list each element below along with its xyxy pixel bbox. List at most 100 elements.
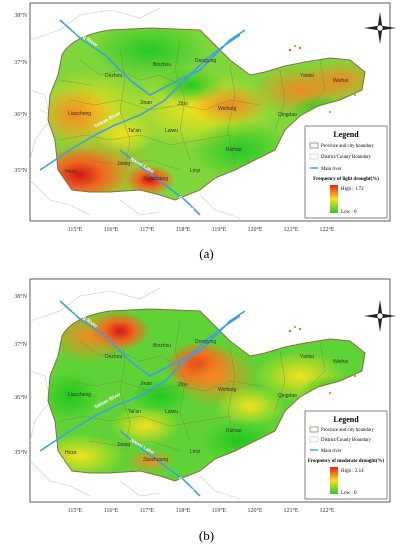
river-canal-b (119, 430, 201, 497)
city-label: Zibo (178, 382, 188, 388)
lon-tick: 119°E (212, 226, 227, 233)
river-yellow-b (39, 315, 241, 452)
legend-item: Main river (321, 449, 342, 454)
lat-ticks-b: 38°N 37°N 36°N 35°N (14, 293, 27, 456)
city-label: Laiwu (165, 128, 178, 134)
lon-ticks-b: 115°E 116°E 117°E 118°E 119°E 120°E 121°… (68, 507, 335, 514)
city-label: Heze (65, 450, 77, 456)
legend-title: Legend (333, 130, 359, 139)
legend-a: Legend Province and city boundary Distri… (304, 125, 388, 219)
city-label: Binzhou (153, 62, 171, 68)
legend-high: High : 1.72 (341, 187, 364, 192)
city-label: Liaocheng (68, 111, 91, 117)
lon-tick: 116°E (104, 226, 119, 233)
legend-swatch-province (309, 142, 319, 149)
lat-tick: 35°N (14, 167, 27, 174)
city-label: Linyi (190, 449, 200, 455)
legend-title: Legend (333, 415, 359, 424)
city-label: Dezhou (105, 73, 122, 79)
city-label: Dongying (195, 339, 216, 345)
city-label: Binzhou (153, 343, 171, 349)
islands-a (288, 45, 356, 113)
lon-ticks-a: 115°E 116°E 117°E 118°E 119°E 120°E 121°… (68, 226, 335, 233)
rivers-b (39, 300, 246, 497)
city-label: Weihai (333, 78, 348, 84)
surrounding-boundaries (29, 7, 241, 219)
drought-map-b: Jiyang River Yellow River Nansi Lake Gra… (14, 278, 396, 514)
lat-tick: 36°N (14, 394, 27, 401)
city-label: Zaozhuang (143, 457, 168, 463)
lat-tick: 38°N (14, 12, 27, 19)
district-boundaries-b (59, 320, 326, 452)
lon-tick: 120°E (247, 226, 262, 233)
lon-tick: 117°E (140, 226, 155, 233)
lon-tick: 116°E (104, 507, 119, 514)
legend-b: Legend Province and city boundary Distri… (304, 410, 388, 500)
city-label: Dongying (195, 58, 216, 64)
surrounding-boundaries (29, 287, 241, 500)
city-label: Laiwu (165, 409, 178, 415)
drought-map-a: Jiyang River Yellow River Nansi Lake Gra… (14, 2, 396, 233)
legend-swatch-province (309, 426, 319, 433)
legend-item: District/County Boundary (321, 438, 372, 443)
city-label: Tai'an (128, 409, 141, 415)
city-label: Weifang (218, 106, 236, 112)
legend-swatch-district (309, 153, 319, 160)
legend-color-ramp (330, 185, 338, 213)
city-label: Yantai (300, 73, 314, 79)
legend-low: Low : 0 (341, 210, 357, 215)
rivers-a (39, 19, 246, 216)
legend-low: Low : 0 (341, 491, 357, 496)
city-label: Weifang (218, 387, 236, 393)
lon-tick: 115°E (68, 226, 83, 233)
city-label: Qingdao (278, 112, 297, 118)
islands-b (288, 326, 356, 394)
legend-ramp-title: Frequency of moderate drought(%) (308, 459, 385, 464)
city-label: Rizhao (226, 147, 242, 153)
lat-tick: 35°N (14, 449, 27, 456)
city-label: Yantai (300, 354, 314, 360)
city-label: Linyi (190, 168, 200, 174)
city-label: Zibo (178, 101, 188, 107)
lon-tick: 115°E (68, 507, 83, 514)
map-panel-a: Jiyang River Yellow River Nansi Lake Gra… (0, 0, 413, 266)
city-label: Heze (65, 169, 77, 175)
lon-tick: 122°E (319, 226, 334, 233)
lat-tick: 38°N (14, 293, 27, 300)
city-label: Zaozhuang (143, 176, 168, 182)
city-label: Dezhou (105, 354, 122, 360)
legend-color-ramp (330, 467, 338, 494)
city-label: Qingdao (278, 393, 297, 399)
city-label: Jinan (140, 381, 152, 387)
province-outline-a (47, 27, 366, 201)
lon-tick: 121°E (283, 226, 298, 233)
lat-tick: 37°N (14, 341, 27, 348)
city-label: Weihai (333, 359, 348, 365)
lon-tick: 117°E (140, 507, 155, 514)
legend-item: Main river (321, 167, 342, 172)
legend-item: Province and city boundary (321, 144, 374, 149)
river-canal-a (119, 149, 201, 216)
city-labels-a: Dezhou Binzhou Dongying Yantai Weihai Li… (65, 58, 348, 182)
caption-b: (b) (198, 528, 215, 543)
lon-tick: 118°E (176, 507, 191, 514)
city-labels-b: Dezhou Binzhou Dongying Yantai Weihai Li… (65, 339, 348, 463)
lat-tick: 37°N (14, 59, 27, 66)
legend-item: Province and city boundary (321, 428, 374, 433)
lon-tick: 119°E (212, 507, 227, 514)
legend-ramp-title: Frequency of light drought(%) (313, 177, 379, 182)
city-label: Rizhao (226, 428, 242, 434)
lat-ticks-a: 38°N 37°N 36°N 35°N (14, 12, 27, 174)
lon-tick: 121°E (283, 507, 298, 514)
lon-tick: 120°E (247, 507, 262, 514)
caption-a: (a) (199, 246, 214, 261)
lat-tick: 36°N (14, 111, 27, 118)
river-yellow-a (39, 34, 241, 171)
city-label: Liaocheng (68, 392, 91, 398)
province-outline-b (47, 308, 366, 482)
city-label: Jinan (140, 100, 152, 106)
north-arrow-icon (364, 12, 396, 44)
north-arrow-icon (364, 300, 396, 332)
legend-item: District/County Boundary (321, 155, 372, 160)
lon-tick: 118°E (176, 226, 191, 233)
